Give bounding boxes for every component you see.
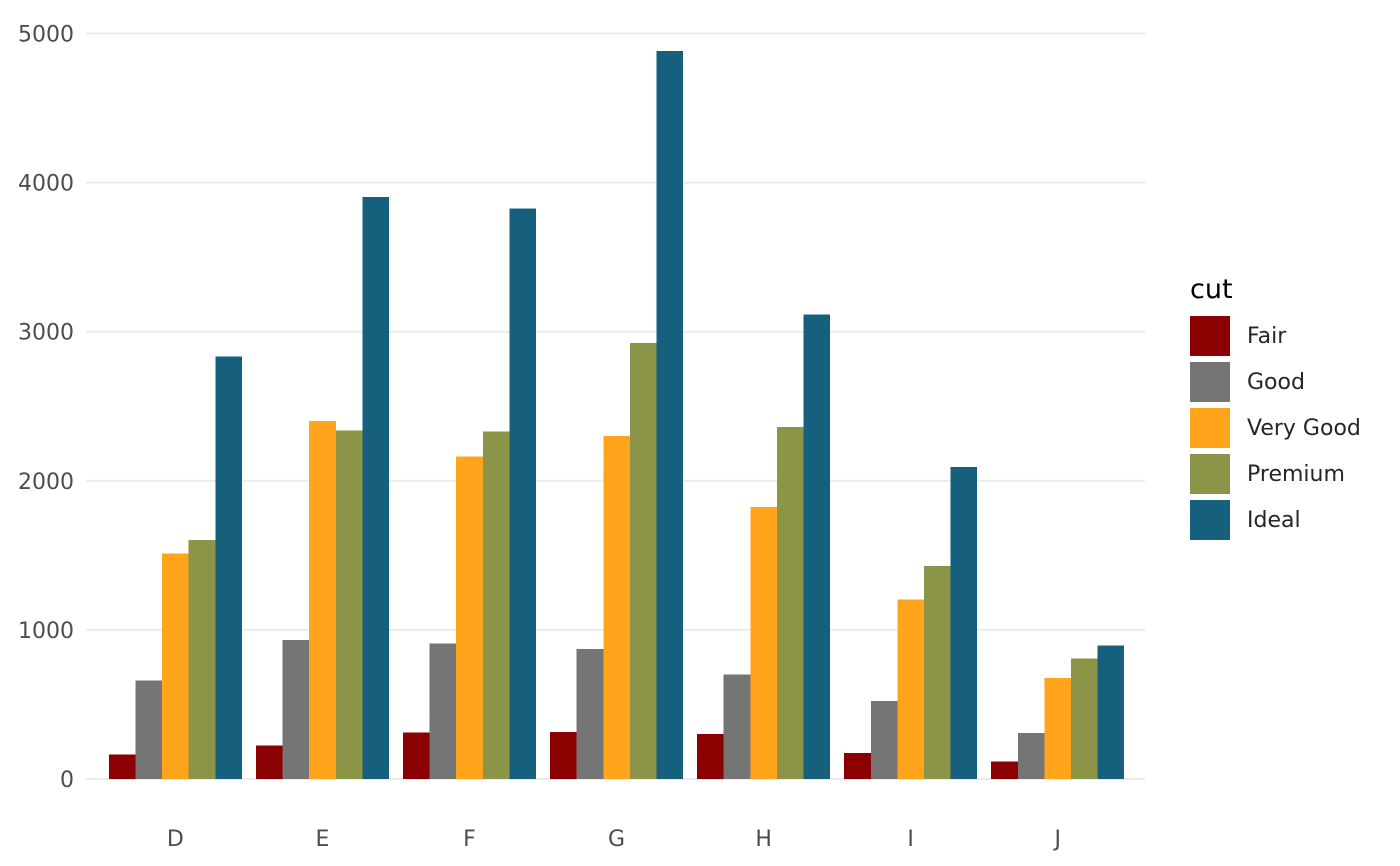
bar-H-very-good (750, 507, 777, 779)
bar-F-fair (403, 732, 430, 779)
bar-I-fair (844, 752, 871, 779)
legend-swatch-fair (1190, 316, 1230, 357)
bar-D-ideal (215, 356, 242, 779)
bar-E-fair (255, 745, 283, 779)
bar-J-good (1017, 733, 1045, 779)
legend-swatch-ideal (1190, 500, 1230, 541)
bar-D-very-good (162, 553, 189, 779)
x-axis-label-F: F (463, 827, 476, 852)
legend-label: Fair (1247, 323, 1287, 349)
bar-F-very-good (456, 456, 483, 779)
bar-F-premium (482, 431, 510, 779)
bar-G-good (576, 649, 604, 779)
bar-E-premium (335, 430, 363, 779)
bar-D-good (135, 680, 163, 779)
bar-E-ideal (362, 197, 389, 780)
bar-G-premium (629, 343, 657, 779)
bar-D-fair (108, 754, 136, 779)
legend-item-good: Good (1190, 362, 1361, 403)
bar-J-very-good (1044, 677, 1071, 779)
bar-I-good (870, 701, 898, 779)
bar-H-ideal (803, 314, 831, 779)
bar-J-fair (991, 761, 1018, 779)
bar-F-good (429, 643, 457, 779)
bar-J-ideal (1097, 645, 1125, 779)
y-tick-label-0: 0 (60, 768, 74, 793)
bar-G-fair (550, 732, 577, 779)
legend-swatch-premium (1190, 454, 1230, 495)
bar-D-premium (188, 539, 216, 779)
x-axis-label-D: D (167, 827, 184, 852)
legend-label: Premium (1247, 461, 1345, 487)
bar-F-ideal (509, 208, 536, 779)
x-axis-label-J: J (1052, 827, 1061, 852)
x-axis-label-H: H (755, 827, 772, 852)
y-tick-label-1000: 1000 (18, 619, 74, 644)
legend-items: Fair Good Very Good Premium Ideal (1190, 316, 1361, 541)
y-tick-label-4000: 4000 (18, 172, 74, 197)
bar-I-ideal (950, 466, 978, 779)
legend-label: Good (1247, 369, 1305, 395)
y-tick-label-2000: 2000 (18, 470, 74, 495)
x-axis-label-G: G (608, 827, 625, 852)
legend-label: Very Good (1247, 415, 1361, 441)
legend-item-ideal: Ideal (1190, 500, 1361, 541)
bar-I-premium (923, 566, 951, 779)
bar-G-very-good (603, 436, 630, 779)
y-tick-label-3000: 3000 (18, 321, 74, 346)
bar-H-fair (697, 733, 724, 779)
legend-title: cut (1190, 274, 1233, 305)
legend-item-very-good: Very Good (1190, 408, 1361, 449)
bar-I-very-good (897, 599, 924, 779)
bar-H-good (723, 674, 751, 779)
legend-swatch-very-good (1190, 408, 1230, 449)
legend-item-premium: Premium (1190, 454, 1361, 495)
legend-label: Ideal (1247, 507, 1301, 533)
y-tick-label-5000: 5000 (18, 23, 74, 48)
bar-H-premium (776, 427, 804, 779)
bar-G-ideal (656, 50, 684, 780)
bar-E-good (282, 639, 310, 779)
x-axis-label-E: E (315, 827, 329, 852)
legend-item-fair: Fair (1190, 316, 1361, 357)
bar-J-premium (1071, 658, 1098, 779)
x-axis-label-I: I (907, 827, 914, 852)
legend: cut Fair Good Very Good Premium Ideal (1190, 274, 1361, 541)
legend-swatch-good (1190, 362, 1230, 403)
bar-E-very-good (309, 421, 336, 779)
